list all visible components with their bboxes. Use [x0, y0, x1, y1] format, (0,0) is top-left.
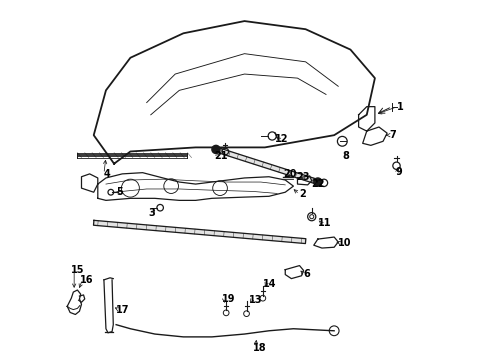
- Text: 20: 20: [283, 169, 296, 179]
- Text: 10: 10: [338, 238, 351, 248]
- Text: 23: 23: [296, 172, 309, 182]
- Text: 14: 14: [263, 279, 276, 289]
- Text: 18: 18: [252, 343, 266, 353]
- Text: 19: 19: [222, 294, 235, 304]
- Text: 15: 15: [71, 265, 84, 275]
- Text: 11: 11: [317, 218, 331, 228]
- Text: 2: 2: [299, 189, 305, 199]
- Text: 6: 6: [303, 269, 310, 279]
- Text: 13: 13: [248, 295, 262, 305]
- Text: 5: 5: [116, 187, 122, 197]
- Circle shape: [313, 178, 321, 186]
- Text: 16: 16: [79, 275, 93, 285]
- Text: 17: 17: [116, 305, 129, 315]
- Text: 7: 7: [388, 130, 395, 140]
- Text: 12: 12: [275, 134, 288, 144]
- Text: 1: 1: [397, 102, 403, 112]
- Text: 8: 8: [342, 150, 348, 161]
- Text: 4: 4: [103, 169, 110, 179]
- Text: 9: 9: [394, 167, 401, 177]
- Circle shape: [211, 145, 220, 153]
- Text: 22: 22: [311, 179, 325, 189]
- Polygon shape: [215, 147, 318, 184]
- Text: 21: 21: [213, 151, 227, 161]
- Polygon shape: [93, 220, 305, 244]
- Text: 3: 3: [148, 208, 155, 217]
